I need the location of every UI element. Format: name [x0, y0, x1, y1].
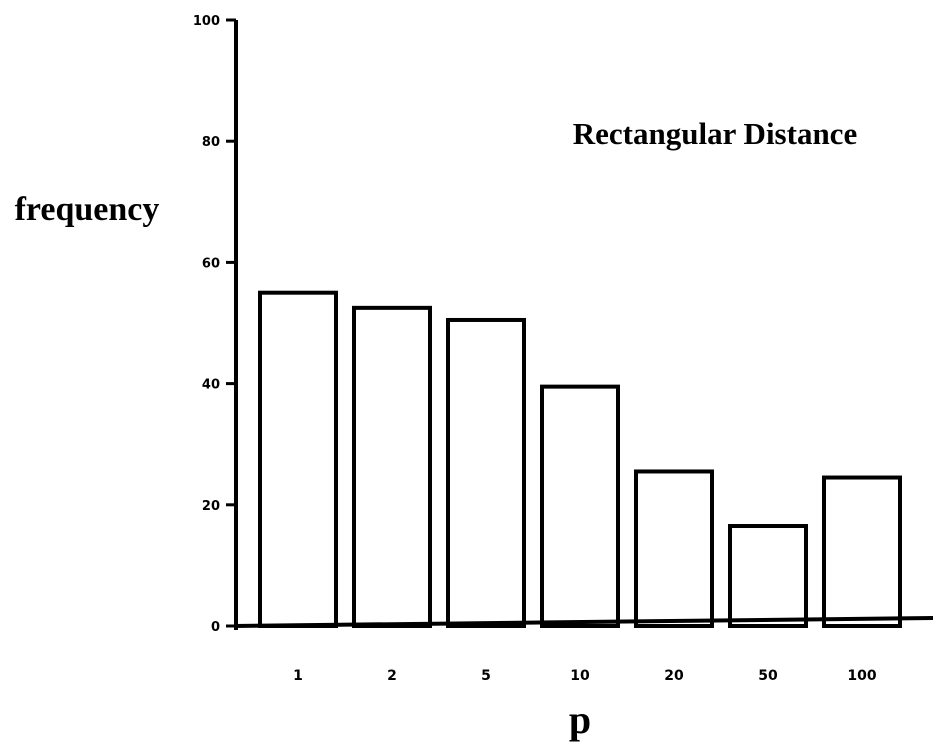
- x-tick-label: 5: [481, 668, 491, 684]
- bar: [446, 317, 526, 628]
- x-tick-label: 2: [387, 668, 397, 684]
- y-tick-label: 60: [202, 256, 220, 271]
- x-tick-label: 100: [847, 668, 876, 684]
- bar: [352, 305, 432, 628]
- x-tick-label: 20: [664, 668, 684, 684]
- y-tick-label: 100: [193, 14, 220, 29]
- y-axis-title: frequency: [15, 191, 160, 228]
- x-axis-title: p: [569, 697, 591, 742]
- bars-group: [258, 290, 902, 629]
- y-tick-label: 80: [202, 135, 220, 150]
- bar: [634, 469, 714, 628]
- x-tick-label: 10: [570, 668, 590, 684]
- bar: [728, 524, 808, 629]
- x-tick-label: 1: [293, 668, 303, 684]
- x-axis: 1 2 5 10 20 50 100: [233, 616, 933, 684]
- y-tick-label: 40: [202, 378, 220, 393]
- y-axis: 0 20 40 60 80 100: [193, 14, 238, 635]
- bar: [258, 290, 338, 628]
- chart-title: Rectangular Distance: [573, 116, 857, 151]
- y-tick-label: 20: [202, 499, 220, 514]
- bar: [822, 475, 902, 628]
- y-tick-label: 0: [211, 620, 220, 635]
- x-axis-line: [233, 616, 933, 628]
- x-tick-label: 50: [758, 668, 778, 684]
- bar: [540, 384, 620, 628]
